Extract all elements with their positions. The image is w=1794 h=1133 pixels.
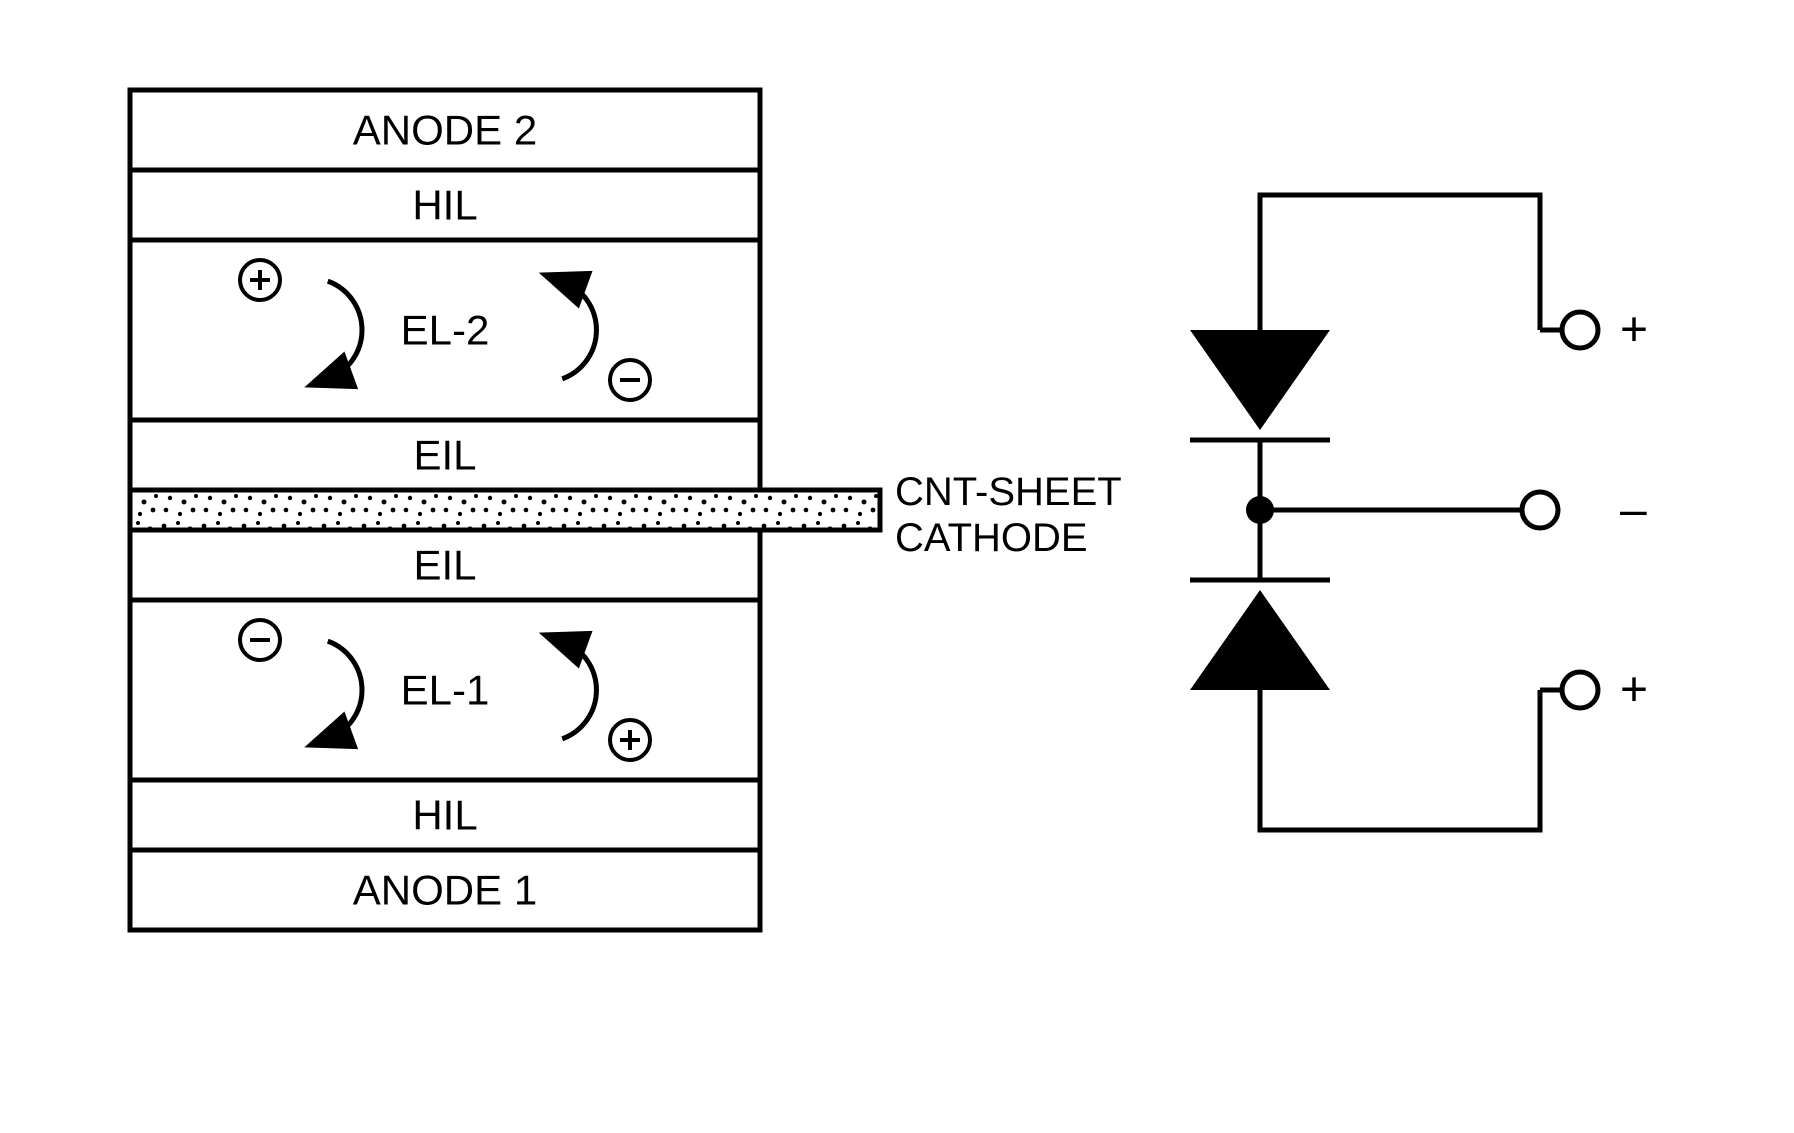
cnt-label-line1: CNT-SHEET	[895, 470, 1122, 514]
diagram-root: ANODE 2 HIL EL-2 EIL EIL EL-1 HIL ANODE 1 CNT-S…	[0, 0, 1794, 1133]
terminal-sign-0: +	[1620, 304, 1648, 357]
diagram-svg: ANODE 2 HIL EL-2 EIL EIL EL-1 HIL ANODE 1 CNT-S…	[0, 0, 1794, 1133]
layer-label-anode1: ANODE 1	[353, 867, 537, 914]
layer-label-anode2: ANODE 2	[353, 107, 537, 154]
diode-top-icon	[1190, 330, 1330, 430]
layer-cnt	[130, 490, 880, 530]
terminal-sign-2: +	[1620, 664, 1648, 717]
terminal-0	[1562, 312, 1598, 348]
layer-stack	[130, 90, 880, 930]
terminal-sign-1: –	[1620, 484, 1647, 537]
terminal-1	[1522, 492, 1558, 528]
layer-label-el2: EL-2	[401, 307, 490, 354]
terminal-2	[1562, 672, 1598, 708]
layer-label-hil-top: HIL	[412, 182, 477, 229]
layer-label-hil-bot: HIL	[412, 792, 477, 839]
layer-label-eil-bot: EIL	[413, 542, 476, 589]
cnt-label-line2: CATHODE	[895, 516, 1088, 560]
layer-label-eil-top: EIL	[413, 432, 476, 479]
wire-bottom	[1260, 690, 1540, 830]
diode-bottom-icon	[1190, 590, 1330, 690]
layer-label-el1: EL-1	[401, 667, 490, 714]
wire-top	[1260, 195, 1540, 330]
circuit-schematic: + – +	[1190, 195, 1648, 830]
